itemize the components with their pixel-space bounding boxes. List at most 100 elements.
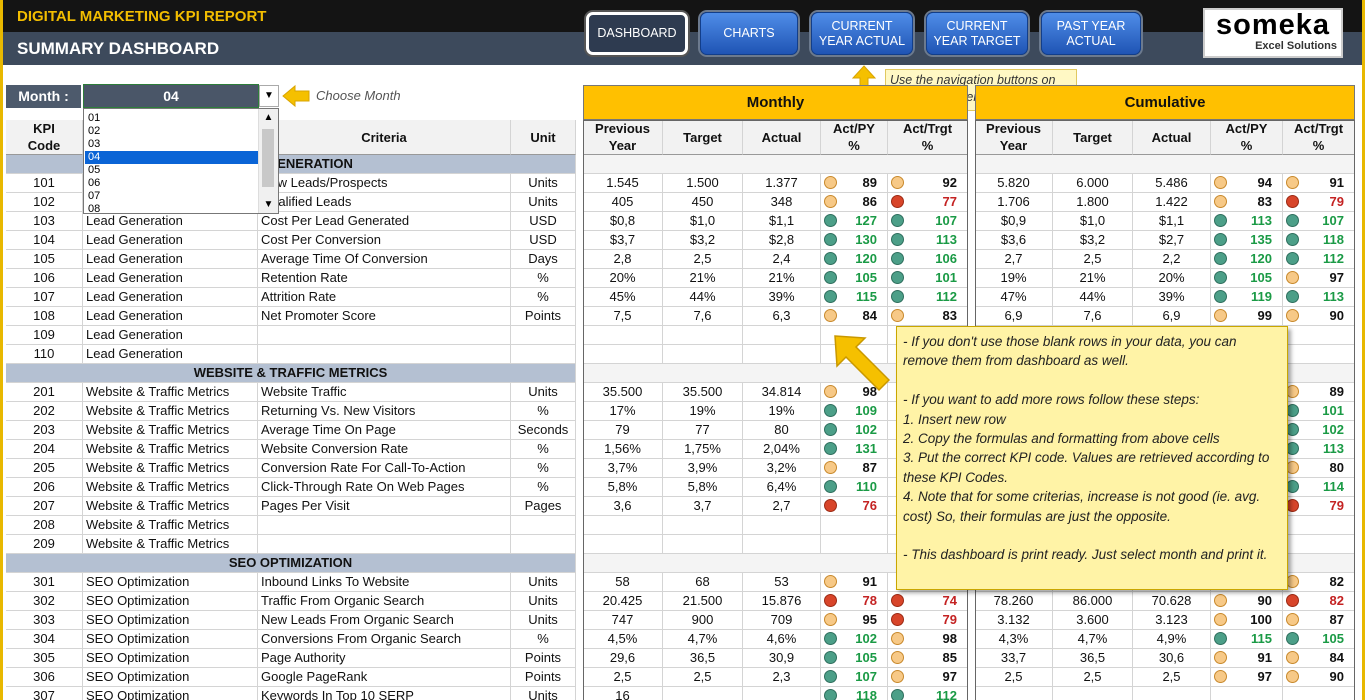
kpi-category: Website & Traffic Metrics [83, 440, 258, 459]
kpi-ratio: 120 [855, 251, 877, 266]
scroll-up[interactable]: ▲ [263, 112, 274, 123]
status-icon [824, 290, 837, 303]
kpi-ratio-cell [1283, 326, 1355, 345]
kpi-ratio-cell: 110 [821, 478, 888, 497]
month-dropdown[interactable]: 04 [83, 84, 259, 108]
kpi-ratio: 114 [1323, 479, 1344, 494]
dropdown-option[interactable]: 02 [88, 125, 101, 137]
kpi-value [743, 516, 821, 535]
kpi-value: 78.260 [975, 592, 1053, 611]
column-header: Actual [1133, 120, 1211, 155]
kpi-value: 34.814 [743, 383, 821, 402]
kpi-ratio-cell: 98 [888, 630, 968, 649]
kpi-value: 1.545 [583, 174, 663, 193]
kpi-ratio: 89 [862, 175, 877, 190]
kpi-value: 7,6 [1053, 307, 1133, 326]
kpi-value: 45% [583, 288, 663, 307]
kpi-unit: Units [511, 383, 576, 402]
kpi-value: 3,7% [583, 459, 663, 478]
kpi-ratio: 115 [856, 289, 877, 304]
kpi-value: 19% [975, 269, 1053, 288]
kpi-ratio: 106 [935, 251, 957, 266]
status-icon [891, 176, 904, 189]
kpi-ratio-cell: 76 [821, 497, 888, 516]
kpi-ratio-cell: 89 [821, 174, 888, 193]
nav-button[interactable]: PAST YEAR ACTUAL [1041, 12, 1141, 55]
kpi-ratio-cell: 107 [821, 668, 888, 687]
kpi-value: 79 [583, 421, 663, 440]
month-label: Month : [6, 85, 81, 108]
dropdown-option[interactable]: 03 [88, 138, 101, 150]
kpi-unit: % [511, 402, 576, 421]
kpi-category: Lead Generation [83, 231, 258, 250]
kpi-ratio-cell: 82 [1283, 573, 1355, 592]
kpi-unit: Days [511, 250, 576, 269]
kpi-criteria: Traffic From Organic Search [258, 592, 511, 611]
kpi-ratio-cell: 115 [821, 288, 888, 307]
kpi-criteria [258, 326, 511, 345]
status-icon [1214, 670, 1227, 683]
kpi-value: 3,7 [663, 497, 743, 516]
dropdown-option[interactable]: 05 [88, 164, 101, 176]
kpi-value: 5,8% [663, 478, 743, 497]
dropdown-option[interactable]: 07 [88, 190, 101, 202]
status-icon [824, 632, 837, 645]
status-icon [824, 442, 837, 455]
kpi-criteria: Average Time Of Conversion [258, 250, 511, 269]
kpi-unit: Units [511, 687, 576, 700]
kpi-category: Website & Traffic Metrics [83, 421, 258, 440]
status-icon [1214, 176, 1227, 189]
kpi-value: 7,6 [663, 307, 743, 326]
nav-button[interactable]: DASHBOARD [586, 12, 688, 55]
kpi-ratio-cell: 90 [1211, 592, 1283, 611]
kpi-value: 3,6 [583, 497, 663, 516]
column-header: Act/PY % [821, 120, 888, 155]
kpi-code: 109 [6, 326, 83, 345]
nav-button[interactable]: CURRENT YEAR ACTUAL [811, 12, 913, 55]
dropdown-option[interactable]: 08 [88, 203, 101, 215]
kpi-ratio: 102 [1322, 422, 1344, 437]
kpi-value: $1,0 [1053, 212, 1133, 231]
kpi-value [583, 345, 663, 364]
nav-button[interactable]: CURRENT YEAR TARGET [926, 12, 1028, 55]
kpi-code: 301 [6, 573, 83, 592]
kpi-criteria: Retention Rate [258, 269, 511, 288]
dropdown-option[interactable]: 04 [85, 151, 259, 164]
kpi-code: 102 [6, 193, 83, 212]
kpi-value: 15.876 [743, 592, 821, 611]
kpi-criteria: Attrition Rate [258, 288, 511, 307]
kpi-ratio-cell: 90 [1283, 307, 1355, 326]
kpi-value: 4,7% [663, 630, 743, 649]
kpi-code: 107 [6, 288, 83, 307]
scroll-down[interactable]: ▼ [263, 199, 274, 210]
nav-button[interactable]: CHARTS [700, 12, 798, 55]
status-icon [1286, 670, 1299, 683]
kpi-value: 2,04% [743, 440, 821, 459]
kpi-ratio-cell: 97 [1283, 269, 1355, 288]
section-header: WEBSITE & TRAFFIC METRICS [6, 364, 576, 383]
kpi-criteria: Inbound Links To Website [258, 573, 511, 592]
kpi-ratio: 101 [935, 270, 957, 285]
kpi-value: 2,7 [975, 250, 1053, 269]
kpi-value: 21.500 [663, 592, 743, 611]
kpi-unit: Units [511, 193, 576, 212]
kpi-criteria: Click-Through Rate On Web Pages [258, 478, 511, 497]
dropdown-option[interactable]: 06 [88, 177, 101, 189]
status-icon [1214, 613, 1227, 626]
kpi-value: 20.425 [583, 592, 663, 611]
kpi-ratio-cell: 83 [1211, 193, 1283, 212]
status-icon [824, 461, 837, 474]
dropdown-option[interactable]: 01 [88, 112, 101, 124]
dropdown-arrow[interactable]: ▼ [259, 85, 279, 107]
kpi-ratio: 135 [1250, 232, 1272, 247]
kpi-value [743, 535, 821, 554]
note-box: - If you don't use those blank rows in y… [896, 326, 1288, 590]
column-header: Unit [511, 120, 576, 155]
kpi-value: 4,9% [1133, 630, 1211, 649]
kpi-ratio: 82 [1329, 593, 1344, 608]
status-icon [891, 214, 904, 227]
status-icon [1214, 290, 1227, 303]
kpi-ratio-cell: 118 [1283, 231, 1355, 250]
kpi-ratio: 115 [1251, 631, 1272, 646]
kpi-ratio-cell: 107 [1283, 212, 1355, 231]
